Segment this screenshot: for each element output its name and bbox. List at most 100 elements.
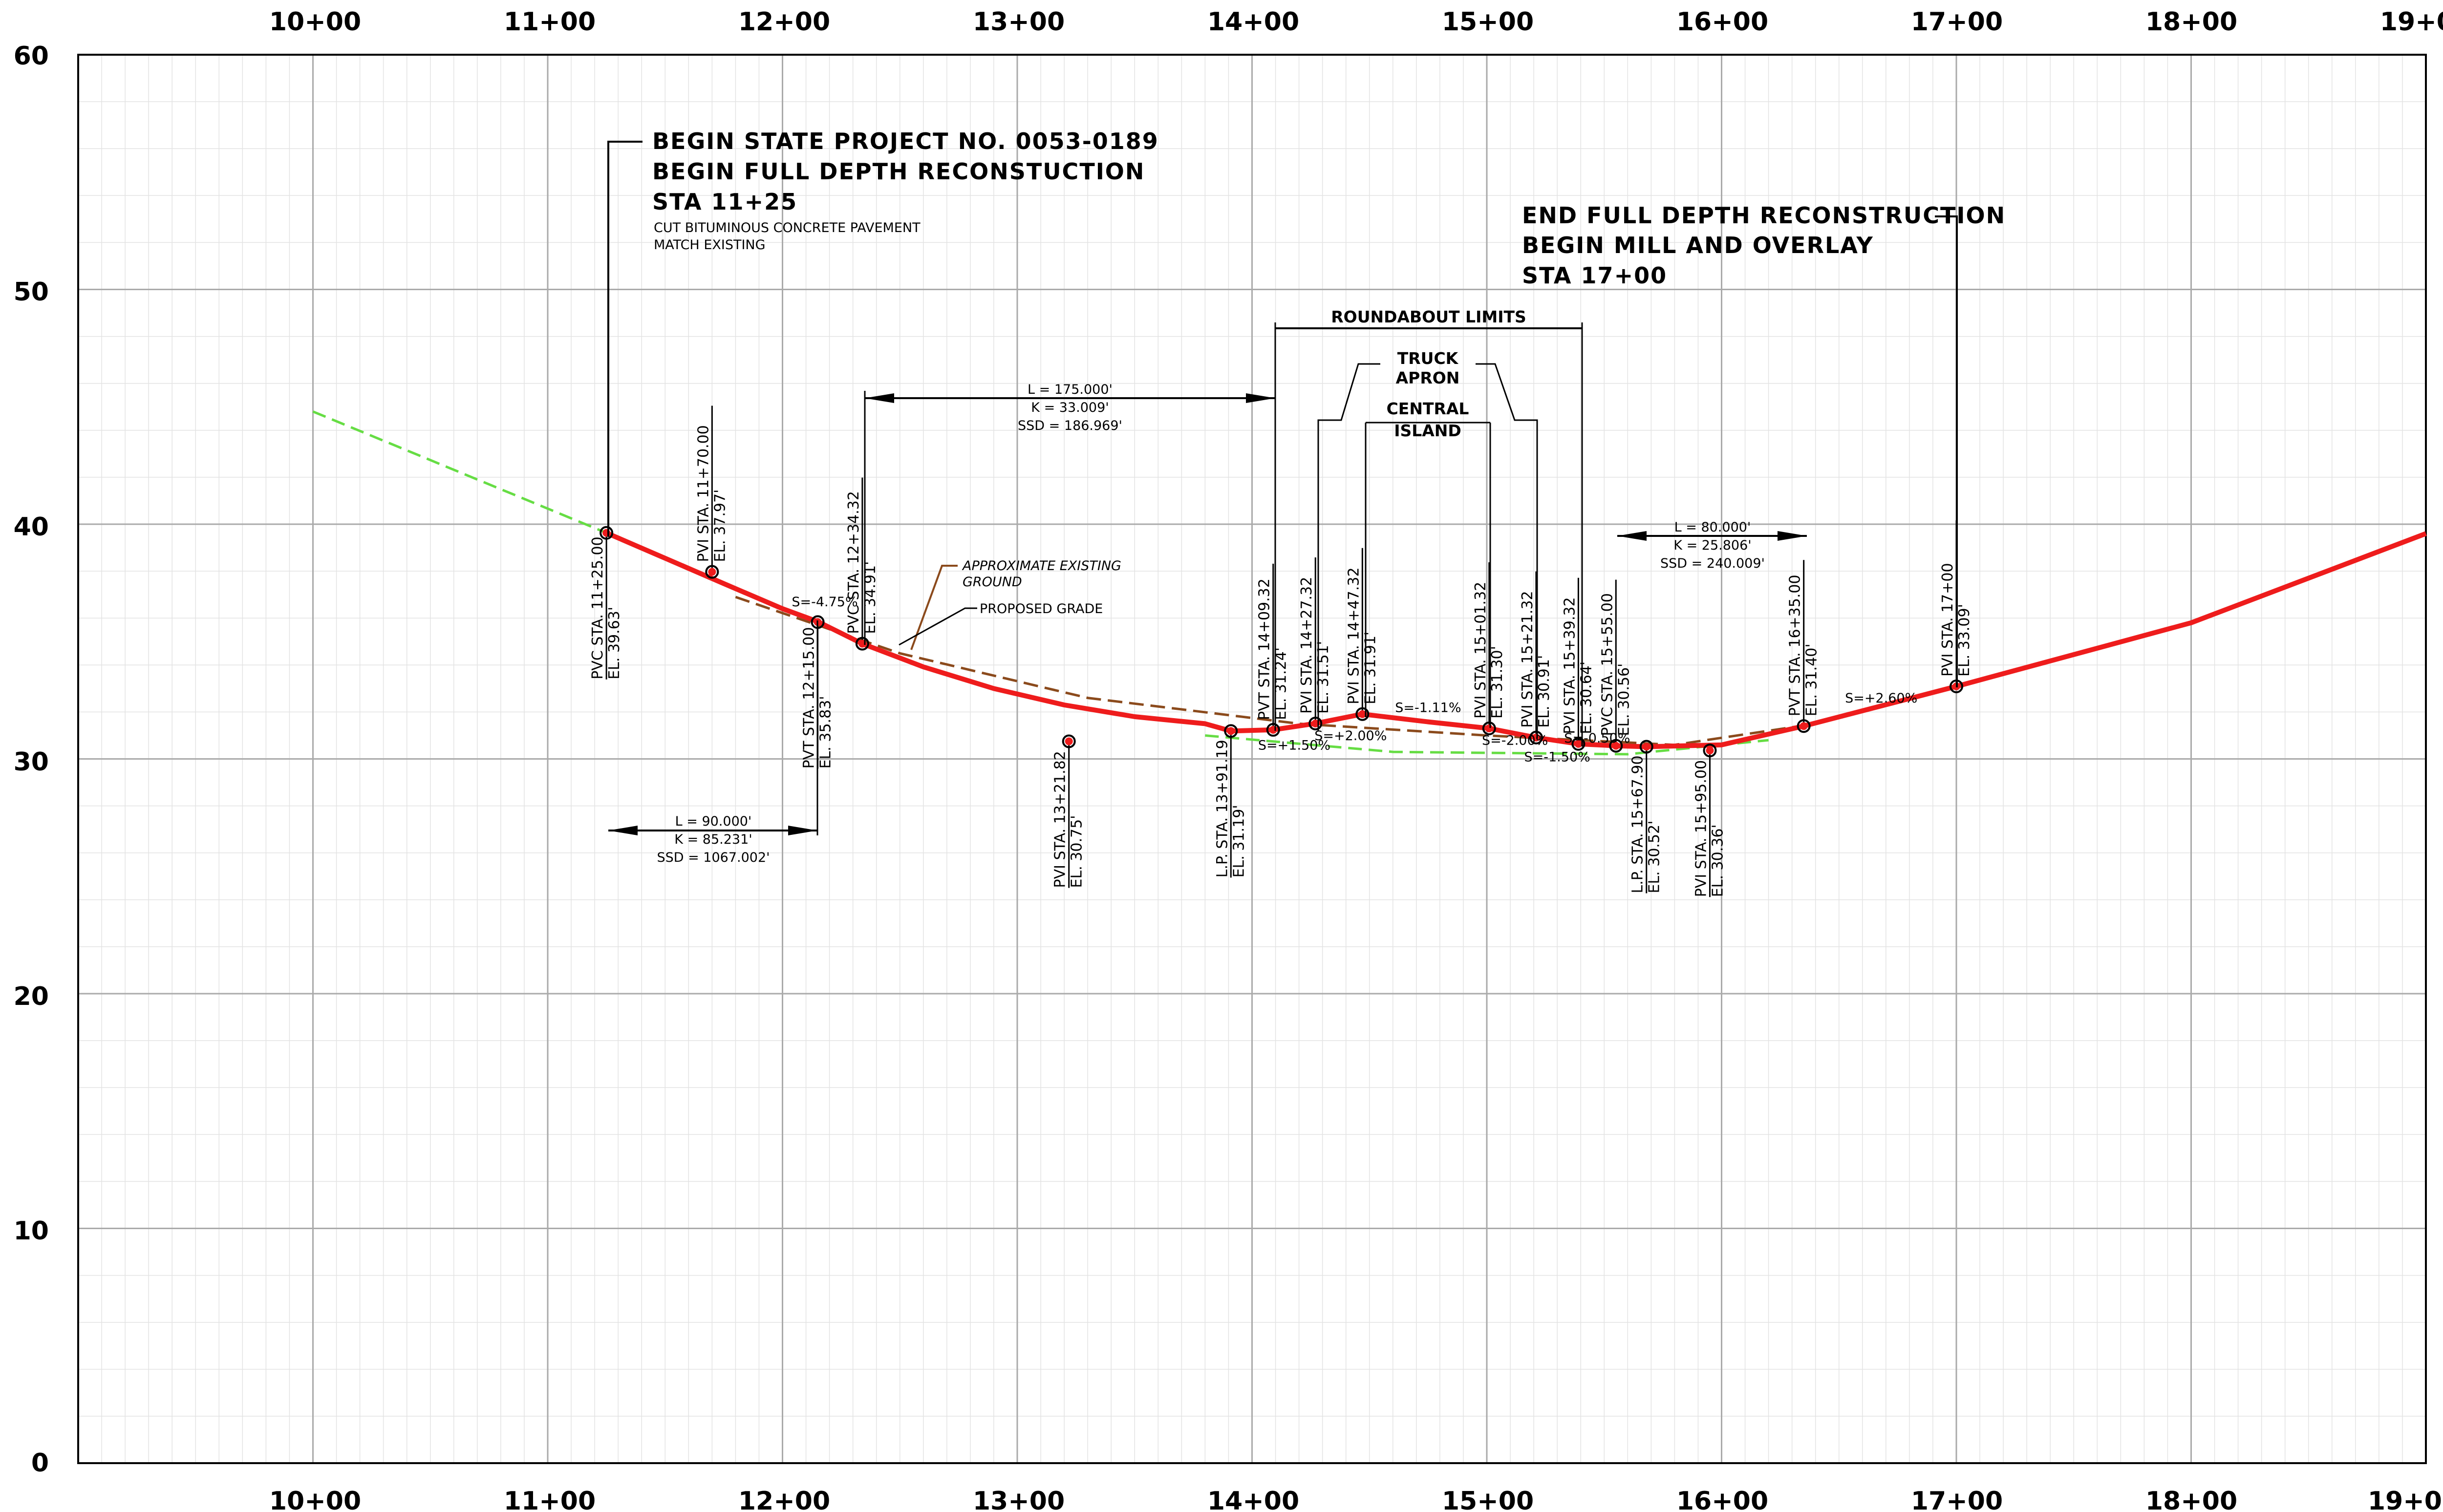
end-note-line: END FULL DEPTH RECONSTRUCTION [1522, 202, 2006, 229]
station-label: 19+00 [2368, 1487, 2443, 1512]
station-leaders [605, 405, 1957, 897]
station-label-line: PVI STA. 15+21.32 [1519, 591, 1536, 727]
station-label-line: PVI STA. 15+01.32 [1472, 582, 1489, 719]
station-label: PVT STA. 14+09.32 EL. 31.24' [1256, 578, 1290, 720]
slope-label: S=+1.50% [1258, 738, 1330, 753]
elevation-label: 10 [14, 1216, 49, 1246]
central-island-label: CENTRAL [1387, 399, 1469, 418]
station-label-line: EL. 31.19' [1230, 805, 1247, 877]
station-label: PVI STA. 15+39.32 EL. 30.64' [1561, 597, 1595, 734]
end-note-line: BEGIN MILL AND OVERLAY [1522, 232, 1874, 258]
station-label-line: PVI STA. 11+70.00 [695, 425, 712, 562]
end-note-line: STA 17+00 [1522, 262, 1667, 289]
curve-k: K = 25.806' [1673, 538, 1751, 553]
begin-note-sub: MATCH EXISTING [654, 237, 766, 253]
curve-dim-1: L = 90.000' K = 85.231' SSD = 1067.002' [608, 620, 818, 865]
station-label: 16+00 [1676, 7, 1768, 37]
curve-ssd: SSD = 186.969' [1018, 418, 1122, 433]
station-label: PVI STA. 17+00 EL. 33.09' [1939, 563, 1973, 677]
station-label-line: EL. 30.52' [1646, 821, 1663, 894]
station-label-line: PVC STA. 15+55.00 [1599, 593, 1616, 736]
station-label-line: PVC STA. 12+34.32 [845, 491, 862, 634]
elevation-label: 30 [14, 747, 49, 777]
station-label: 19+00 [2380, 7, 2443, 37]
existing-tangent-green [312, 410, 607, 534]
curve-length: L = 175.000' [1028, 382, 1113, 397]
begin-note-line: BEGIN FULL DEPTH RECONSTUCTION [652, 158, 1145, 185]
slope-label: S=-4.75% [792, 595, 857, 610]
elevation-label: 60 [14, 42, 49, 71]
station-label-line: EL. 31.40' [1803, 643, 1821, 716]
pvi-point-marker [1639, 740, 1653, 754]
approx-ground-label: GROUND [963, 575, 1022, 590]
station-label: 12+00 [738, 1487, 830, 1512]
pvi-point-marker [1266, 723, 1280, 737]
slope-label: S=-0.50% [1564, 731, 1630, 746]
station-label: 15+00 [1442, 7, 1534, 37]
station-label: PVI STA. 15+95.00 EL. 30.36' [1693, 760, 1726, 897]
pvi-point-marker [1224, 724, 1238, 738]
station-label: 17+00 [1911, 1487, 2003, 1512]
station-label: 14+00 [1207, 7, 1299, 37]
slope-label: S=+2.00% [1314, 728, 1387, 744]
pvi-point-dot [1574, 740, 1583, 748]
curve-length: L = 80.000' [1674, 520, 1751, 535]
station-label: 18+00 [2145, 7, 2237, 37]
curve-length: L = 90.000' [675, 814, 752, 829]
station-label: 12+00 [738, 7, 830, 37]
approx-ground-label: APPROXIMATE EXISTING [962, 558, 1121, 574]
pvi-point-marker [1355, 707, 1370, 721]
station-label-line: PVI STA. 17+00 [1939, 563, 1956, 677]
station-label: L.P. STA. 13+91.19 EL. 31.19' [1214, 740, 1247, 877]
pvi-point-marker [705, 565, 719, 579]
pvi-points [600, 526, 1963, 758]
pvi-point-marker [1529, 730, 1543, 745]
station-label: 13+00 [973, 7, 1065, 37]
pvi-point-dot [1311, 719, 1320, 727]
slope-label: S=-2.00% [1482, 733, 1548, 748]
pvi-point-marker [1703, 744, 1717, 758]
elevation-label: 50 [14, 277, 49, 307]
station-label: PVI STA. 13+21.82 EL. 30.75' [1052, 751, 1086, 888]
station-label: PVC STA. 12+34.32 EL. 34.91' [845, 491, 879, 634]
pvi-point-dot [1227, 727, 1235, 735]
begin-note-sub: CUT BITUMINOUS CONCRETE PAVEMENT [654, 220, 921, 235]
station-label-line: PVT STA. 16+35.00 [1787, 575, 1804, 716]
station-label-line: PVT STA. 12+15.00 [801, 627, 818, 769]
proposed-grade-line [605, 531, 2427, 749]
station-label: 17+00 [1911, 7, 2003, 37]
pvi-point-marker [1571, 737, 1586, 751]
station-label-line: PVI STA. 14+27.32 [1298, 577, 1315, 714]
elevation-label: 20 [14, 982, 49, 1011]
station-label-line: EL. 37.97' [711, 490, 729, 562]
station-label-line: EL. 31.91' [1362, 632, 1379, 704]
pvi-point-dot [1485, 724, 1493, 733]
pvi-point-marker [1062, 734, 1076, 748]
roundabout-label: ROUNDABOUT LIMITS [1331, 307, 1526, 326]
pvi-point-marker [1609, 739, 1623, 753]
pvi-point-marker [1482, 722, 1496, 736]
station-label: 10+00 [269, 7, 361, 37]
station-label: PVI STA. 14+27.32 EL. 31.51' [1298, 577, 1332, 714]
curve-dim-3: L = 80.000' K = 25.806' SSD = 240.009' [1617, 520, 1807, 571]
station-label: 18+00 [2145, 1487, 2237, 1512]
slope-label: S=+2.60% [1845, 691, 1917, 706]
station-label-line: PVT STA. 14+09.32 [1256, 578, 1273, 720]
slope-label: S=-1.50% [1524, 749, 1590, 765]
station-label: L.P. STA. 15+67.90 EL. 30.52' [1629, 755, 1663, 893]
station-label: 16+00 [1676, 1487, 1768, 1512]
central-island: CENTRAL ISLAND [1365, 399, 1491, 728]
elevation-labels-left: 0 10 20 30 40 50 60 [14, 42, 49, 1478]
curve-dim-2: L = 175.000' K = 33.009' SSD = 186.969' [864, 382, 1275, 645]
station-labels-bottom: 10+00 11+00 12+00 13+00 14+00 15+00 16+0… [269, 1487, 2443, 1512]
truck-apron-label: APRON [1396, 368, 1460, 387]
truck-apron-label: TRUCK [1397, 349, 1459, 368]
station-label: 10+00 [269, 1487, 361, 1512]
begin-project-note: BEGIN STATE PROJECT NO. 0053-0189 BEGIN … [607, 128, 1158, 537]
elevation-label: 0 [31, 1448, 49, 1478]
proposed-grade-label: PROPOSED GRADE [980, 601, 1103, 617]
station-label: 14+00 [1207, 1487, 1299, 1512]
station-label-line: EL. 31.51' [1315, 641, 1332, 714]
pvi-point-dot [1800, 722, 1808, 730]
